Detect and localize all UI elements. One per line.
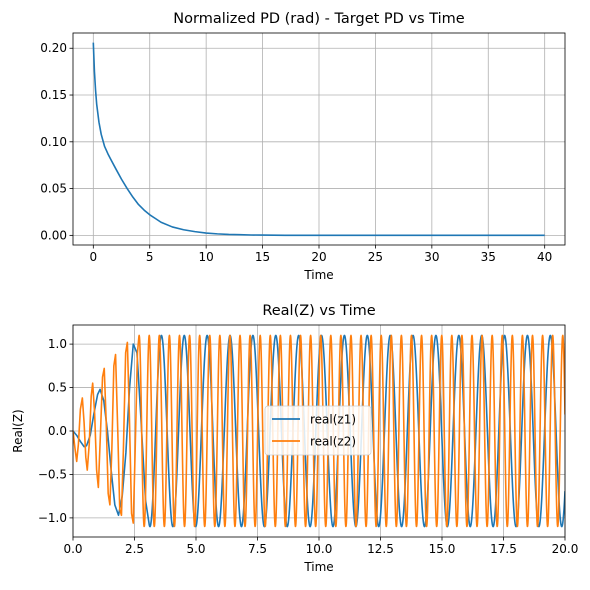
chart-real-z: 0.0 2.5 5.0 7.5 10.0 12.5 15.0 17.5 20.0 −1.0 −0.5…	[11, 303, 578, 574]
chart-title: Real(Z) vs Time	[262, 303, 375, 319]
series-line-series-0	[92, 42, 545, 237]
x-tick-label: 40	[537, 250, 552, 264]
x-axis-label: Time	[303, 560, 333, 574]
y-tick-label: 1.0	[48, 337, 67, 351]
y-tick-label: 0.15	[40, 88, 67, 102]
x-tick-label: 5.0	[186, 542, 205, 556]
x-tick-label: 0.0	[63, 542, 82, 556]
x-tick-label: 17.5	[490, 542, 517, 556]
x-tick-label: 12.5	[367, 542, 394, 556]
x-tick-label: 10.0	[306, 542, 333, 556]
y-tick-label: 0.10	[40, 135, 67, 149]
legend-label-z1: real(z1)	[310, 413, 356, 427]
axis-ticks: 0.0 2.5 5.0 7.5 10.0 12.5 15.0 17.5 20.0 −1.0 −0.5…	[38, 337, 579, 556]
y-tick-label: 0.05	[40, 182, 67, 196]
x-tick-label: 7.5	[248, 542, 267, 556]
x-tick-label: 10	[199, 250, 214, 264]
x-tick-label: 25	[368, 250, 383, 264]
y-axis-label: Real(Z)	[11, 409, 25, 452]
x-tick-label: 20.0	[552, 542, 579, 556]
x-tick-label: 20	[311, 250, 326, 264]
x-tick-label: 30	[424, 250, 439, 264]
y-tick-label: 0.5	[48, 381, 67, 395]
series-line-real(z1)	[73, 334, 565, 528]
y-tick-label: −1.0	[38, 511, 67, 525]
y-tick-label: −0.5	[38, 467, 67, 481]
x-tick-label: 15.0	[429, 542, 456, 556]
x-tick-label: 35	[481, 250, 496, 264]
x-tick-label: 5	[146, 250, 154, 264]
x-tick-label: 0	[89, 250, 97, 264]
legend: real(z1) real(z2)	[264, 405, 372, 456]
y-tick-label: 0.0	[48, 424, 67, 438]
series-lines	[92, 42, 545, 237]
x-tick-label: 15	[255, 250, 270, 264]
chart-title: Normalized PD (rad) - Target PD vs Time	[173, 11, 464, 27]
axis-ticks: 0 5 10 15 20 25 30 35 40 0.00 0.05 0.10 0.15 0.20	[40, 41, 552, 264]
x-tick-label: 2.5	[125, 542, 144, 556]
series-lines	[73, 334, 565, 528]
legend-label-z2: real(z2)	[310, 435, 356, 449]
chart-normalized-pd: 0 5 10 15 20 25 30 35 40 0.00 0.05 0.10 0.15 0.20 Nor…	[40, 11, 566, 282]
y-tick-label: 0.20	[40, 41, 67, 55]
x-axis-label: Time	[303, 268, 333, 282]
y-tick-label: 0.00	[40, 228, 67, 242]
series-line-real(z2)	[73, 334, 565, 528]
